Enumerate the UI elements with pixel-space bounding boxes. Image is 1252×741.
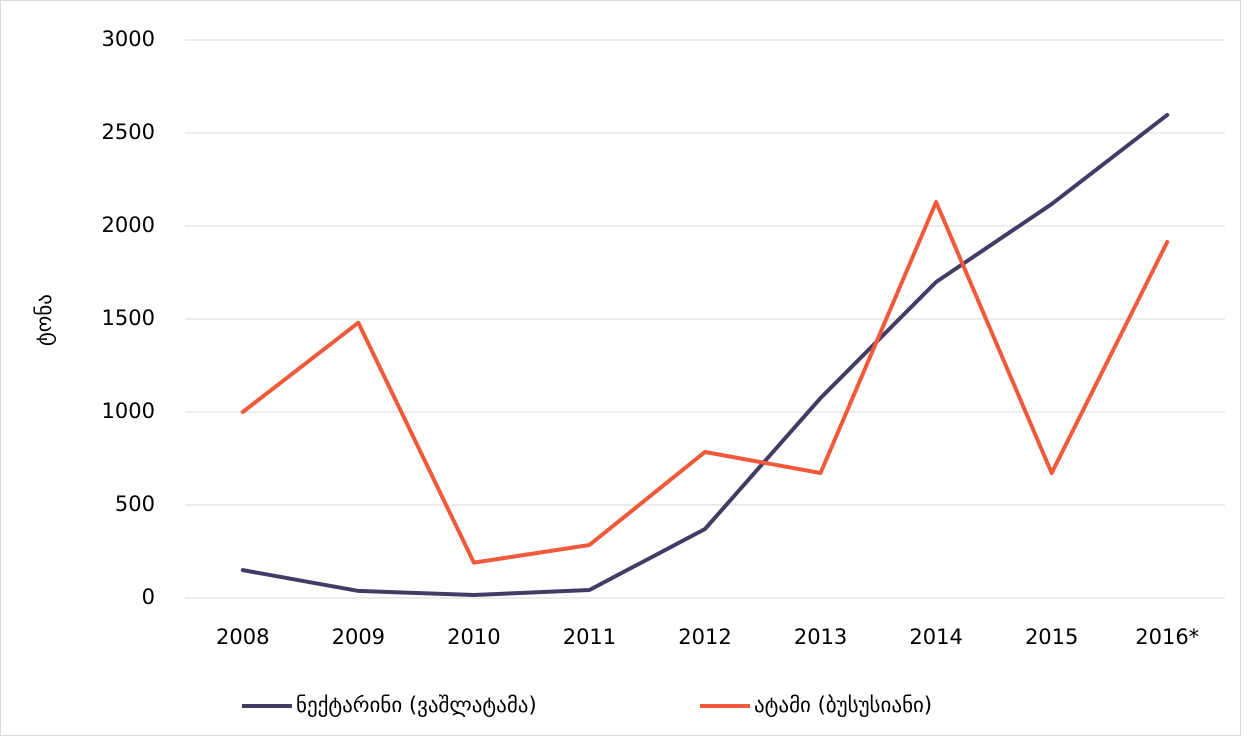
y-axis-label: ტონა [32, 294, 56, 346]
x-tick-label: 2008 [216, 625, 269, 649]
x-tick-label: 2013 [794, 625, 847, 649]
series-line [240, 200, 1170, 565]
x-tick-label: 2009 [332, 625, 385, 649]
y-tick-label: 2000 [102, 213, 155, 237]
legend-label: ნექტარინი (ვაშლატამა) [296, 693, 537, 717]
x-tick-label: 2015 [1025, 625, 1078, 649]
series-line [240, 112, 1170, 598]
x-tick-label: 2014 [909, 625, 962, 649]
y-tick-label: 3000 [102, 27, 155, 51]
y-tick-label: 1500 [102, 306, 155, 330]
x-tick-label: 2012 [678, 625, 731, 649]
x-tick-label: 2010 [447, 625, 500, 649]
legend-label: ატამი (ბუსუსიანი) [754, 693, 932, 717]
y-tick-label: 2500 [102, 120, 155, 144]
y-tick-label: 0 [142, 585, 155, 609]
y-tick-label: 1000 [102, 399, 155, 423]
x-tick-label: 2011 [563, 625, 616, 649]
x-tick-label: 2016* [1135, 625, 1199, 649]
y-tick-label: 500 [115, 492, 155, 516]
